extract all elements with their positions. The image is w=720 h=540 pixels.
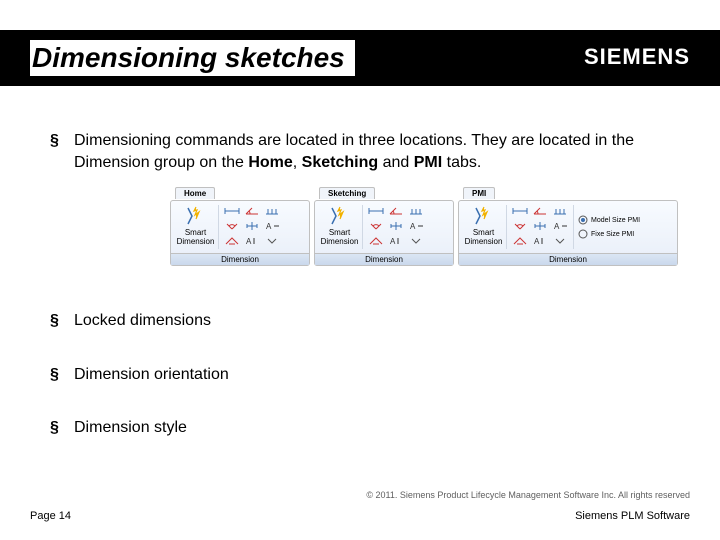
ribbon-panel-sketching: Sketching Smart Dimension A A	[314, 200, 454, 266]
dim-axis-icon[interactable]: A	[531, 235, 549, 247]
dimension-icon-grid: A A	[507, 205, 569, 249]
bullet-text-part: tabs.	[442, 154, 481, 171]
ribbon-group-label: Dimension	[171, 253, 309, 265]
dim-more-icon[interactable]	[263, 235, 281, 247]
dimension-icon-grid: A A	[363, 205, 425, 249]
ribbon-body: Smart Dimension A A	[315, 201, 453, 253]
dim-auto-icon[interactable]	[511, 235, 529, 247]
smart-dimension-label: Smart Dimension	[175, 229, 216, 247]
bullet-text: Dimension orientation	[74, 364, 229, 386]
bullet-item: § Dimension style	[50, 417, 670, 439]
svg-text:A: A	[554, 222, 560, 231]
dim-angle-icon[interactable]	[387, 205, 405, 217]
dim-coord-icon[interactable]	[263, 205, 281, 217]
dim-between-icon[interactable]	[223, 205, 241, 217]
bullet-list-lower: § Locked dimensions § Dimension orientat…	[50, 310, 670, 471]
ribbon-body: Smart Dimension A A	[171, 201, 309, 253]
svg-text:A: A	[266, 222, 272, 231]
dimension-icon-grid: A A	[219, 205, 281, 249]
smart-dimension-icon	[185, 205, 207, 227]
dim-axis-icon[interactable]: A	[387, 235, 405, 247]
ribbon-panel-pmi: PMI Smart Dimension A A	[458, 200, 678, 266]
copyright-text: © 2011. Siemens Product Lifecycle Manage…	[366, 490, 690, 500]
smart-dimension-icon	[329, 205, 351, 227]
dim-axis-icon[interactable]: A	[243, 235, 261, 247]
bullet-text-bold: Sketching	[302, 154, 378, 171]
dim-more-icon[interactable]	[551, 235, 569, 247]
ribbon-tab-label: Home	[175, 187, 215, 199]
radio-icon	[578, 229, 588, 239]
ribbon-tab-label: Sketching	[319, 187, 375, 199]
bullet-item: § Locked dimensions	[50, 310, 670, 332]
dim-symmetric-icon[interactable]	[243, 220, 261, 232]
pmi-extra-options: Model Size PMI Fixe Size PMI	[573, 205, 640, 249]
dim-attach-icon[interactable]: A	[263, 220, 281, 232]
ribbon-panel-home: Home Smart Dimension A A	[170, 200, 310, 266]
bullet-mark: §	[50, 364, 74, 386]
bullet-text-bold: Home	[248, 154, 292, 171]
smart-dimension-icon	[473, 205, 495, 227]
ribbon-group-label: Dimension	[315, 253, 453, 265]
bullet-mark: §	[50, 130, 74, 173]
bullet-item: § Dimensioning commands are located in t…	[50, 130, 670, 173]
bullet-mark: §	[50, 417, 74, 439]
radio-icon	[578, 215, 588, 225]
plm-software-text: Siemens PLM Software	[575, 510, 690, 522]
bullet-item: § Dimension orientation	[50, 364, 670, 386]
dim-attach-icon[interactable]: A	[407, 220, 425, 232]
smart-dimension-button[interactable]: Smart Dimension	[175, 205, 219, 249]
option-label: Model Size PMI	[591, 217, 640, 224]
dim-coord-icon[interactable]	[407, 205, 425, 217]
svg-text:A: A	[246, 237, 252, 246]
smart-dimension-button[interactable]: Smart Dimension	[463, 205, 507, 249]
dim-symmetric-icon[interactable]	[387, 220, 405, 232]
smart-dimension-label: Smart Dimension	[463, 229, 504, 247]
dim-between-icon[interactable]	[511, 205, 529, 217]
dim-attach-icon[interactable]: A	[551, 220, 569, 232]
dim-coord-icon[interactable]	[551, 205, 569, 217]
fixed-size-pmi-option[interactable]: Fixe Size PMI	[578, 229, 640, 239]
bullet-text: Dimension style	[74, 417, 187, 439]
dim-angular-icon[interactable]	[367, 220, 385, 232]
dim-symmetric-icon[interactable]	[531, 220, 549, 232]
bullet-mark: §	[50, 310, 74, 332]
dim-between-icon[interactable]	[367, 205, 385, 217]
dim-auto-icon[interactable]	[223, 235, 241, 247]
page-number: Page 14	[30, 510, 71, 522]
option-label: Fixe Size PMI	[591, 231, 634, 238]
dim-auto-icon[interactable]	[367, 235, 385, 247]
ribbon-group-label: Dimension	[459, 253, 677, 265]
bullet-text-part: ,	[293, 154, 302, 171]
dim-more-icon[interactable]	[407, 235, 425, 247]
bullet-text-part: and	[378, 154, 414, 171]
dim-angular-icon[interactable]	[223, 220, 241, 232]
ribbon-tab-label: PMI	[463, 187, 495, 199]
svg-text:A: A	[390, 237, 396, 246]
dim-angle-icon[interactable]	[531, 205, 549, 217]
smart-dimension-button[interactable]: Smart Dimension	[319, 205, 363, 249]
svg-text:A: A	[410, 222, 416, 231]
bullet-text-bold: PMI	[414, 154, 442, 171]
model-size-pmi-option[interactable]: Model Size PMI	[578, 215, 640, 225]
bullet-text: Dimensioning commands are located in thr…	[74, 130, 670, 173]
ribbon-screenshot-group: Home Smart Dimension A A	[170, 200, 678, 266]
dim-angular-icon[interactable]	[511, 220, 529, 232]
ribbon-body: Smart Dimension A A Model Size PMI	[459, 201, 677, 253]
siemens-logo: SIEMENS	[584, 44, 690, 70]
bullet-text: Locked dimensions	[74, 310, 211, 332]
svg-text:A: A	[534, 237, 540, 246]
dim-angle-icon[interactable]	[243, 205, 261, 217]
smart-dimension-label: Smart Dimension	[319, 229, 360, 247]
page-title: Dimensioning sketches	[30, 40, 355, 76]
